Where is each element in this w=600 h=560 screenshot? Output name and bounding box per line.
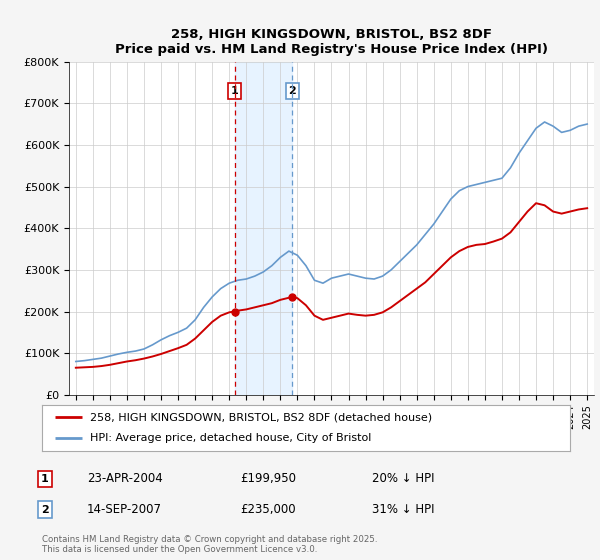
Text: 2: 2 xyxy=(41,505,49,515)
Text: 258, HIGH KINGSDOWN, BRISTOL, BS2 8DF (detached house): 258, HIGH KINGSDOWN, BRISTOL, BS2 8DF (d… xyxy=(89,412,431,422)
Bar xyxy=(235,62,292,395)
Text: £235,000: £235,000 xyxy=(240,503,296,516)
Text: 23-APR-2004: 23-APR-2004 xyxy=(87,472,163,486)
Text: 31% ↓ HPI: 31% ↓ HPI xyxy=(372,503,434,516)
Text: Contains HM Land Registry data © Crown copyright and database right 2025.
This d: Contains HM Land Registry data © Crown c… xyxy=(42,535,377,554)
Text: 1: 1 xyxy=(230,86,238,96)
Text: 2: 2 xyxy=(289,86,296,96)
Text: HPI: Average price, detached house, City of Bristol: HPI: Average price, detached house, City… xyxy=(89,433,371,444)
Text: 14-SEP-2007: 14-SEP-2007 xyxy=(87,503,162,516)
Text: 1: 1 xyxy=(41,474,49,484)
Text: 20% ↓ HPI: 20% ↓ HPI xyxy=(372,472,434,486)
Title: 258, HIGH KINGSDOWN, BRISTOL, BS2 8DF
Price paid vs. HM Land Registry's House Pr: 258, HIGH KINGSDOWN, BRISTOL, BS2 8DF Pr… xyxy=(115,28,548,56)
Text: £199,950: £199,950 xyxy=(240,472,296,486)
